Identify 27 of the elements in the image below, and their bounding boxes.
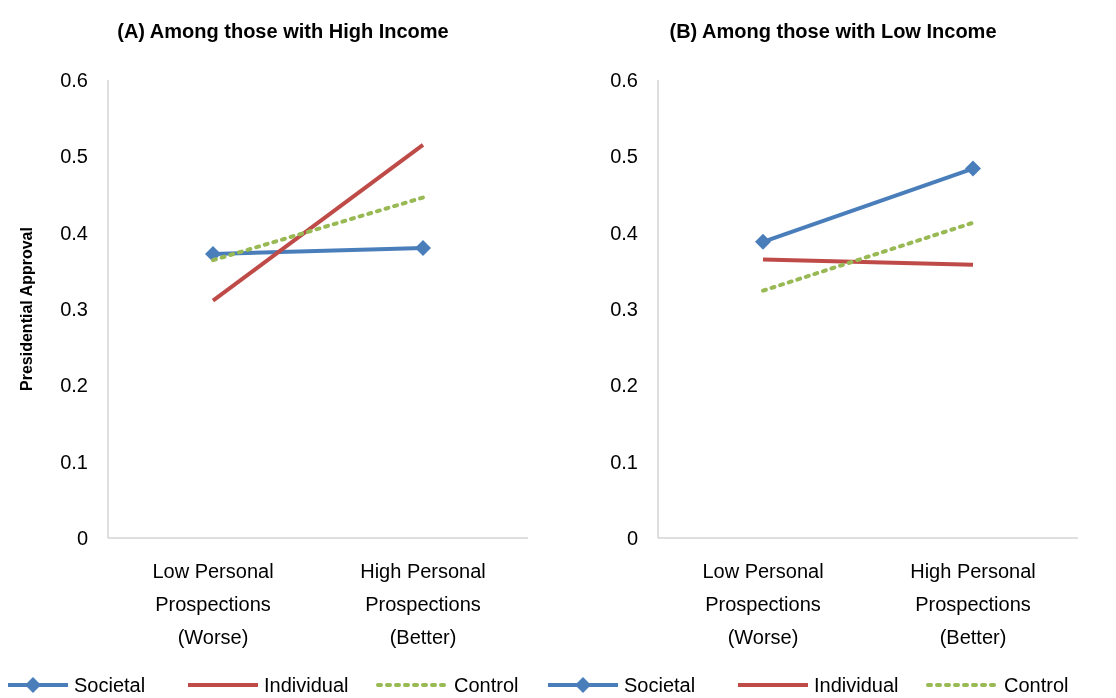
chart-title: (A) Among those with High Income	[117, 20, 449, 42]
y-tick-label: 0.6	[610, 69, 638, 91]
y-axis-title: Presidential Approval	[18, 227, 35, 391]
legend-label: Control	[454, 674, 519, 696]
legend-label: Control	[1004, 674, 1069, 696]
y-tick-label: 0	[626, 527, 638, 549]
x-tick-label: Low Personal Prospections (Worse)	[702, 560, 824, 648]
y-tick-label: 0	[76, 527, 88, 549]
y-tick-label: 0.2	[610, 374, 638, 397]
y-tick-label: 0.5	[610, 145, 638, 168]
x-tick-label: High Personal Prospections (Better)	[910, 560, 1036, 648]
legend-label: Societal	[74, 674, 146, 696]
y-tick-label: 0.6	[60, 69, 88, 91]
y-tick-label: 0.4	[610, 221, 638, 244]
y-tick-label: 0.3	[60, 298, 88, 320]
legend-label: Societal	[624, 674, 696, 696]
legend-label: Individual	[814, 674, 899, 696]
y-tick-label: 0.2	[60, 374, 88, 397]
x-tick-label: High Personal Prospections (Better)	[360, 560, 486, 648]
y-tick-label: 0.3	[610, 298, 638, 320]
y-tick-label: 0.1	[610, 450, 638, 473]
chart-title: (B) Among those with Low Income	[669, 20, 997, 42]
y-tick-label: 0.4	[60, 221, 88, 244]
x-tick-label: Low Personal Prospections (Worse)	[152, 560, 274, 648]
y-tick-label: 0.5	[60, 145, 88, 168]
legend-label: Individual	[264, 674, 349, 696]
y-tick-label: 0.1	[60, 450, 88, 473]
